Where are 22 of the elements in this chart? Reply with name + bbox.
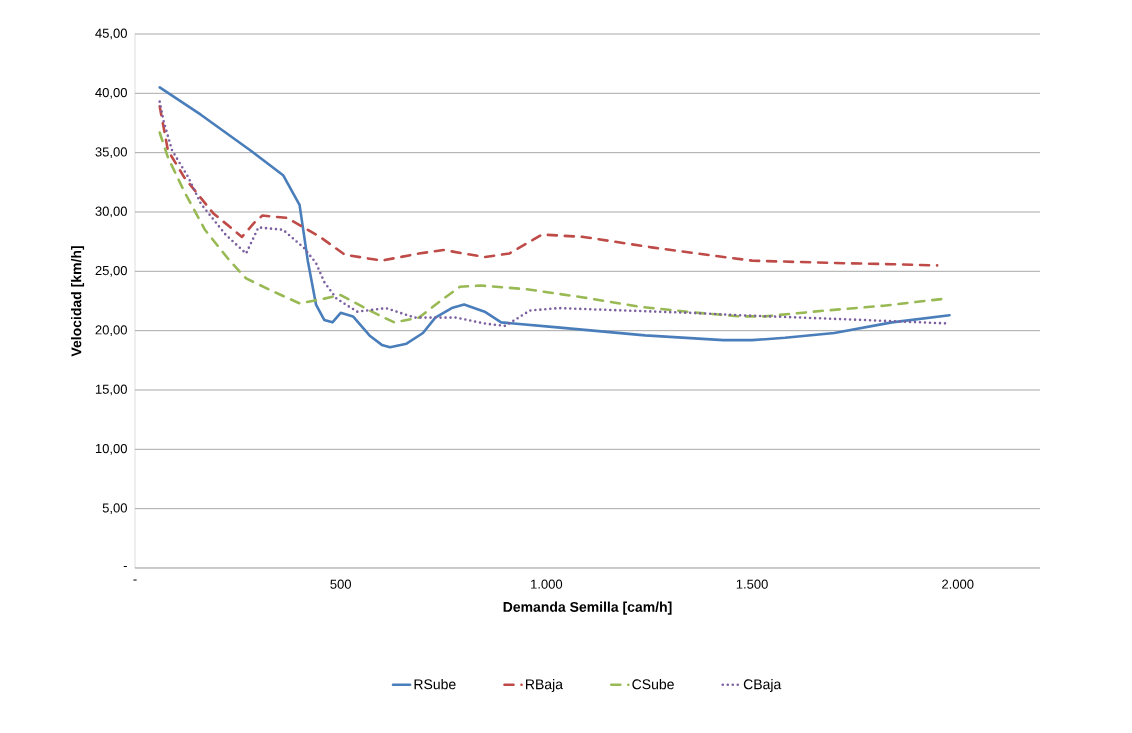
y-tick-label: -	[123, 566, 127, 568]
line-series	[158, 105, 939, 267]
y-tick-label: 45,00	[95, 28, 127, 40]
legend-label: RBaja	[526, 678, 564, 693]
y-tick-label: 10,00	[95, 443, 127, 455]
y-tick-label: 40,00	[95, 87, 127, 99]
x-axis-title: Demanda Semilla [cam/h]	[503, 601, 672, 615]
x-tick-label: 1.000	[531, 579, 563, 589]
x-tick-label: -	[133, 579, 137, 581]
y-tick-label: 35,00	[95, 147, 127, 159]
y-axis-title: Velocidad [km/h]	[71, 246, 85, 357]
y-tick-label: 5,00	[102, 503, 127, 515]
x-tick-label: 1.500	[736, 579, 768, 589]
y-tick-label: 15,00	[95, 384, 127, 396]
y-tick-label: 30,00	[95, 206, 127, 218]
legend-label: CBaja	[743, 678, 782, 693]
y-tick-label: 25,00	[95, 265, 127, 277]
legend-label: CSube	[632, 678, 674, 690]
x-tick-label: 2.000	[942, 579, 974, 589]
x-tick-label: 500	[330, 579, 352, 589]
legend-label: RSube	[414, 678, 456, 690]
y-tick-label: 20,00	[95, 325, 127, 337]
